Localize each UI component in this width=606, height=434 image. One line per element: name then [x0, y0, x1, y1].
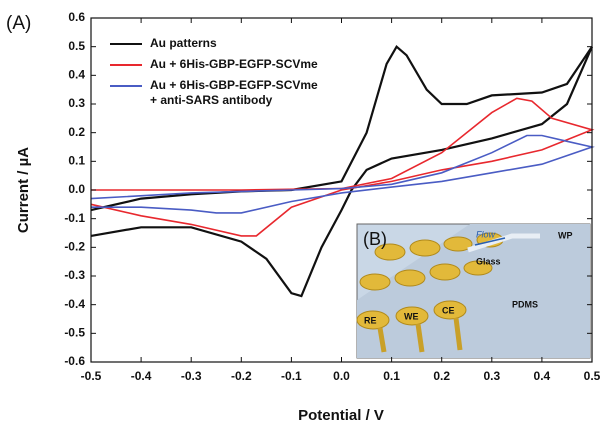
inset-text: CE	[442, 305, 455, 315]
x-axis-title: Potential / V	[298, 407, 384, 424]
y-tick-label: 0.2	[68, 125, 85, 139]
y-tick-label: -0.6	[64, 354, 85, 368]
y-tick-label: 0.5	[68, 39, 85, 53]
inset-text: Glass	[476, 256, 501, 266]
inset-text: WE	[404, 311, 419, 321]
panel-label: (A)	[6, 13, 31, 34]
page: (A) Potential / V Current / µA (B) Flow …	[0, 0, 606, 429]
x-tick-label: 0.3	[483, 369, 500, 383]
y-tick-label: -0.2	[64, 240, 85, 254]
legend-label: Au + 6His-GBP-EGFP-SCVme	[150, 57, 318, 72]
x-tick-label: -0.2	[231, 369, 252, 383]
legend-entry: Au patterns	[110, 36, 322, 51]
y-axis-title: Current / µA	[15, 147, 32, 233]
y-tick-label: 0.4	[68, 68, 85, 82]
inset-label: (B)	[363, 229, 387, 249]
y-tick-label: 0.0	[68, 182, 85, 196]
x-tick-label: -0.5	[81, 369, 102, 383]
legend-swatch	[110, 43, 142, 45]
data-line	[91, 136, 592, 213]
y-tick-label: 0.6	[68, 10, 85, 24]
y-tick-label: -0.1	[64, 211, 85, 225]
legend-entry: Au + 6His-GBP-EGFP-SCVme	[110, 57, 322, 72]
x-tick-label: -0.4	[131, 369, 152, 383]
x-tick-label: -0.3	[181, 369, 202, 383]
inset-text: Flow	[476, 229, 496, 239]
inset-text: RE	[364, 315, 377, 325]
x-tick-label: 0.2	[433, 369, 450, 383]
inset: (B) Flow WP Glass PDMS RE WE CE	[357, 224, 590, 358]
legend-swatch	[110, 64, 142, 66]
inset-text: WP	[558, 230, 573, 240]
x-tick-label: 0.0	[333, 369, 350, 383]
legend-entry: Au + 6His-GBP-EGFP-SCVme + anti-SARS ant…	[110, 78, 322, 108]
y-tick-label: 0.3	[68, 96, 85, 110]
y-tick-label: -0.4	[64, 297, 85, 311]
x-tick-label: 0.4	[534, 369, 551, 383]
legend: Au patterns Au + 6His-GBP-EGFP-SCVme Au + …	[110, 36, 322, 114]
x-tick-label: 0.5	[584, 369, 601, 383]
y-tick-label: 0.1	[68, 154, 85, 168]
inset-text: PDMS	[512, 299, 538, 309]
legend-swatch	[110, 85, 142, 87]
legend-label: Au + 6His-GBP-EGFP-SCVme + anti-SARS ant…	[150, 78, 322, 108]
x-tick-label: -0.1	[281, 369, 302, 383]
legend-label: Au patterns	[150, 36, 217, 51]
y-tick-label: -0.5	[64, 326, 85, 340]
y-tick-label: -0.3	[64, 268, 85, 282]
x-tick-label: 0.1	[383, 369, 400, 383]
data-line	[91, 98, 592, 236]
